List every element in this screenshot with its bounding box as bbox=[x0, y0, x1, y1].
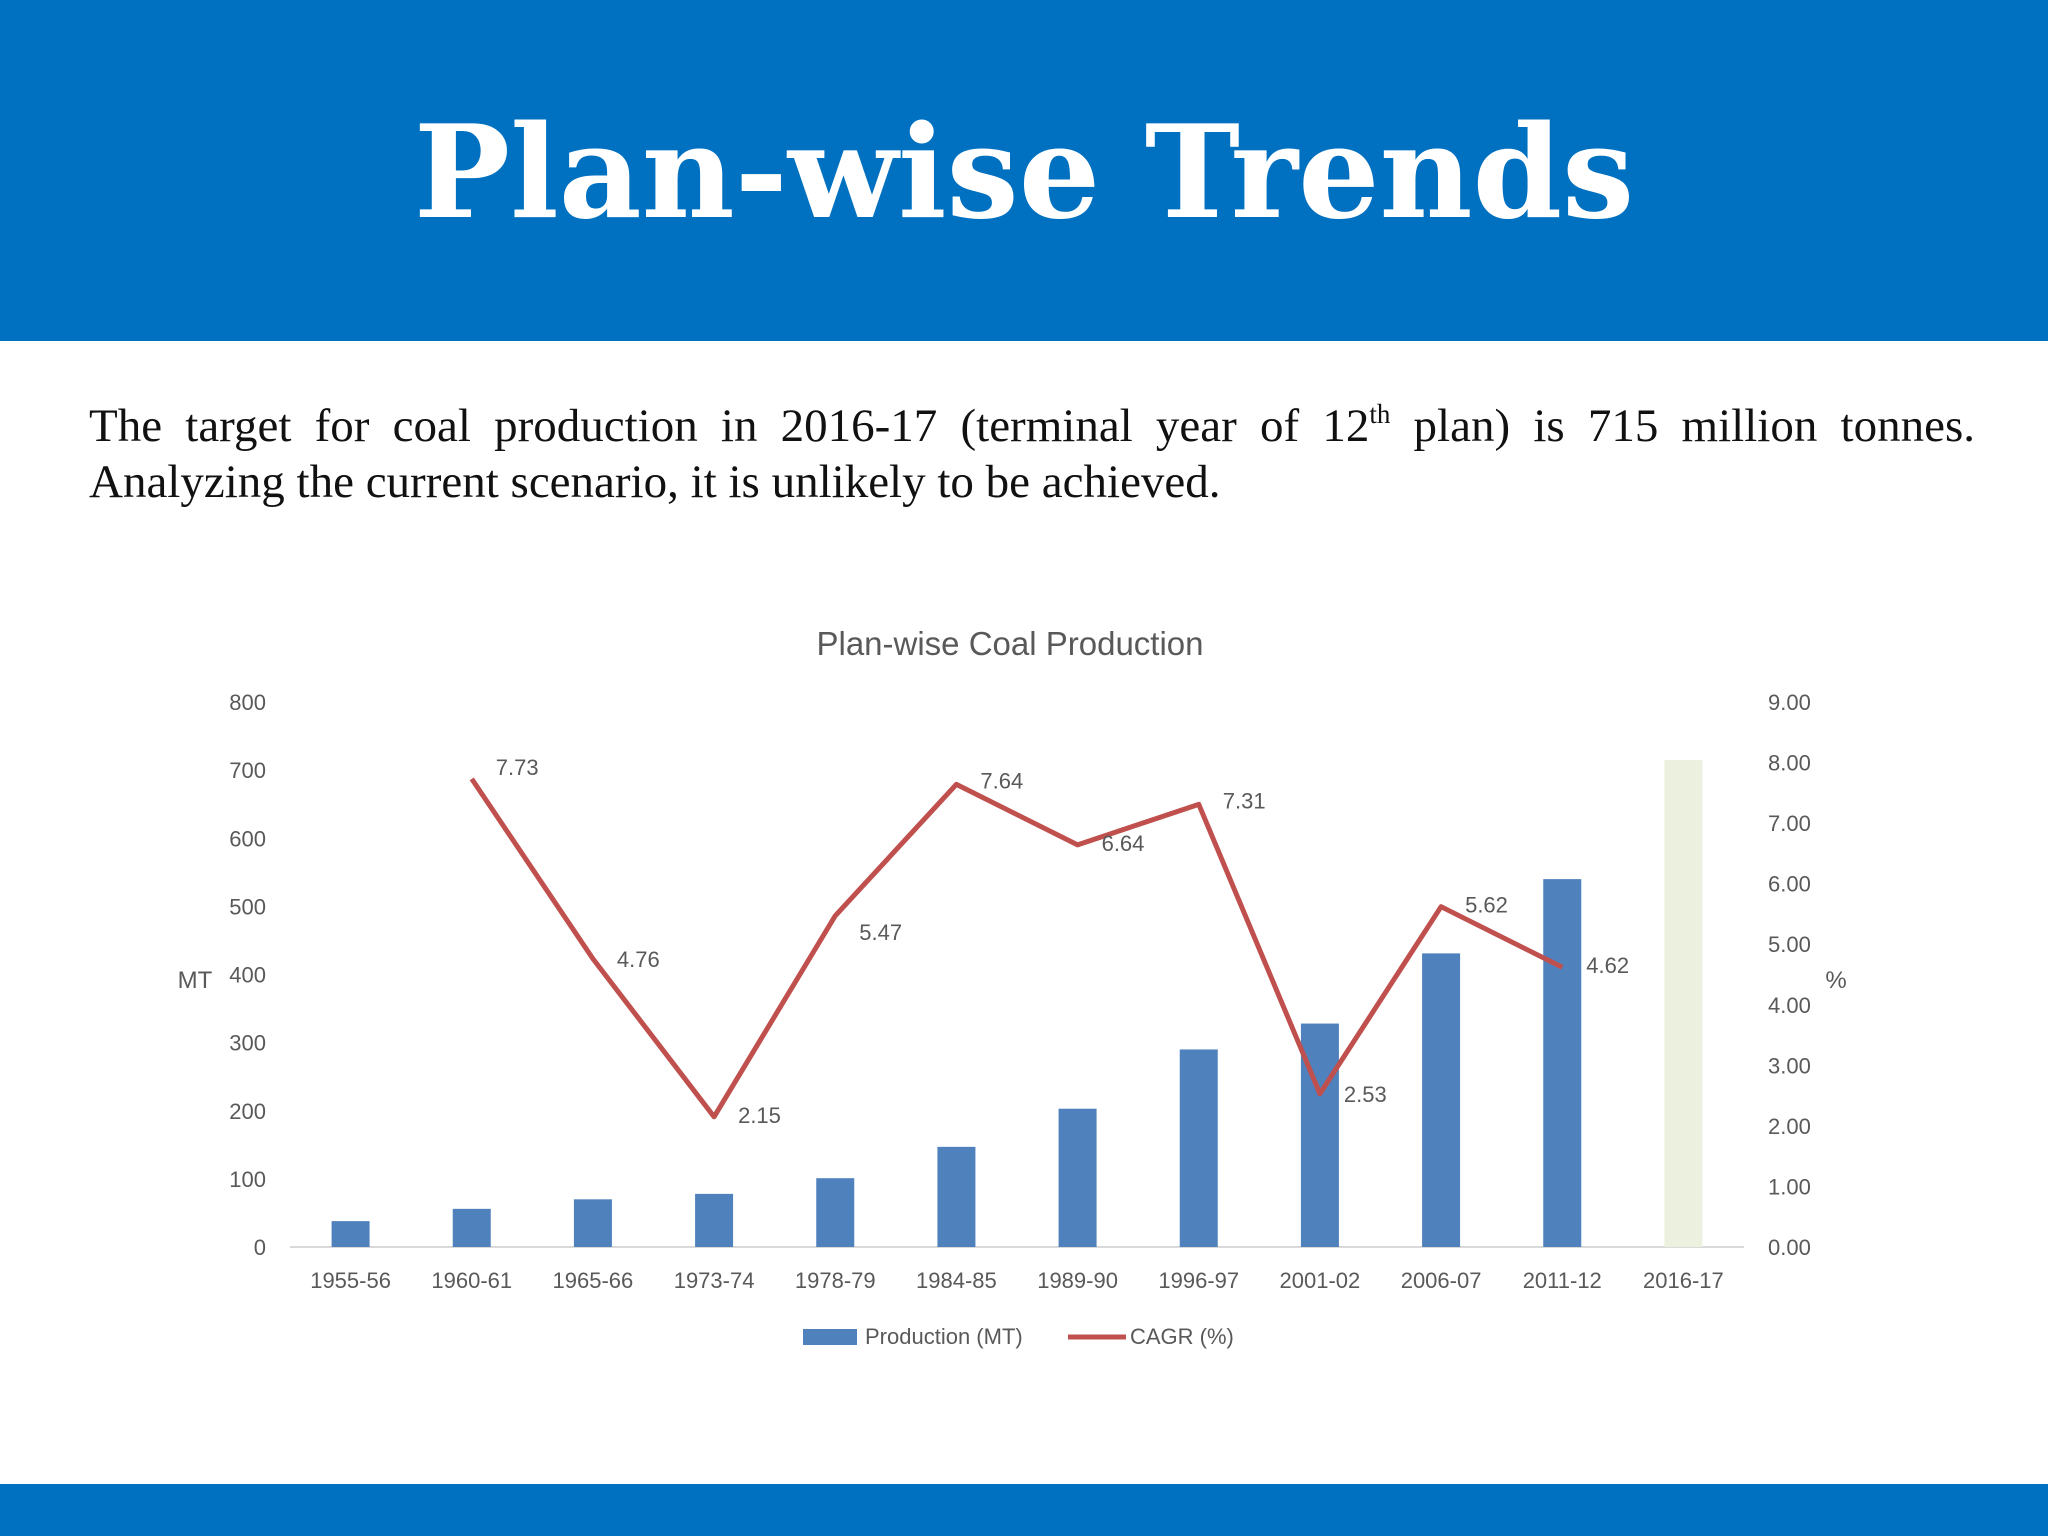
left-tick-label: 400 bbox=[229, 963, 266, 988]
cagr-data-label: 5.62 bbox=[1465, 893, 1508, 918]
production-bar bbox=[695, 1193, 734, 1247]
right-tick-label: 8.00 bbox=[1768, 751, 1811, 776]
x-axis-ticks: 1955-56 1960-61 1965-66 1973-74 1978-79 1984-… bbox=[310, 1268, 1724, 1293]
cagr-data-label: 4.76 bbox=[617, 947, 660, 972]
left-tick-label: 300 bbox=[229, 1031, 266, 1056]
x-tick-label: 1978-79 bbox=[795, 1268, 876, 1293]
y2-axis-title: % bbox=[1825, 967, 1846, 994]
right-tick-label: 5.00 bbox=[1768, 932, 1811, 957]
x-tick-label: 1973-74 bbox=[674, 1268, 755, 1293]
left-axis-ticks: 0 100 200 300 400 500 600 700 800 bbox=[229, 690, 266, 1260]
title-banner: Plan-wise Trends bbox=[0, 0, 2048, 341]
intro-superscript: th bbox=[1369, 399, 1391, 429]
x-tick-label: 2001-02 bbox=[1280, 1268, 1361, 1293]
production-bar bbox=[816, 1178, 855, 1247]
x-tick-label: 2006-07 bbox=[1401, 1268, 1482, 1293]
left-tick-label: 500 bbox=[229, 894, 266, 919]
right-tick-label: 3.00 bbox=[1768, 1053, 1811, 1078]
x-tick-label: 1984-85 bbox=[916, 1268, 997, 1293]
right-tick-label: 2.00 bbox=[1768, 1114, 1811, 1139]
left-tick-label: 200 bbox=[229, 1099, 266, 1124]
production-bars bbox=[331, 759, 1703, 1247]
production-bar bbox=[331, 1221, 370, 1247]
production-bar bbox=[937, 1146, 976, 1247]
cagr-data-label: 4.62 bbox=[1586, 953, 1629, 978]
x-tick-label: 1955-56 bbox=[310, 1268, 391, 1293]
left-tick-label: 100 bbox=[229, 1167, 266, 1192]
intro-text-end: plan) is 715 million tonnes. Analyzing t… bbox=[89, 400, 1975, 508]
x-tick-label: 2011-12 bbox=[1523, 1268, 1602, 1293]
production-bar bbox=[1058, 1108, 1097, 1247]
coal-production-chart: Plan-wise Coal Production MT % 0 100 200 30… bbox=[178, 625, 1847, 1349]
cagr-data-label: 7.31 bbox=[1223, 788, 1266, 813]
left-tick-label: 800 bbox=[229, 690, 266, 715]
page-title: Plan-wise Trends bbox=[413, 98, 1635, 248]
cagr-data-label: 6.64 bbox=[1102, 831, 1145, 856]
right-tick-label: 1.00 bbox=[1768, 1174, 1811, 1199]
right-tick-label: 9.00 bbox=[1768, 690, 1811, 715]
x-tick-label: 1996-97 bbox=[1158, 1268, 1239, 1293]
right-tick-label: 7.00 bbox=[1768, 811, 1811, 836]
cagr-line-series: 7.73 4.76 2.15 5.47 7.64 6.64 7.31 2.53 5.62 4.62 bbox=[469, 755, 1629, 1128]
left-tick-label: 600 bbox=[229, 826, 266, 851]
x-tick-label: 1960-61 bbox=[431, 1268, 512, 1293]
cagr-data-label: 7.73 bbox=[496, 755, 539, 780]
left-tick-label: 0 bbox=[254, 1235, 266, 1260]
right-axis-ticks: 0.00 1.00 2.00 3.00 4.00 5.00 6.00 7.00 8.00 9.00 bbox=[1768, 690, 1811, 1260]
legend-cagr-label: CAGR (%) bbox=[1130, 1324, 1234, 1349]
chart-legend: Production (MT) CAGR (%) bbox=[803, 1324, 1234, 1349]
legend-production-swatch bbox=[803, 1329, 857, 1345]
cagr-line bbox=[469, 777, 1564, 1120]
x-tick-label: 1965-66 bbox=[553, 1268, 634, 1293]
production-bar bbox=[1543, 879, 1582, 1247]
production-bar bbox=[1422, 953, 1461, 1247]
legend-production-label: Production (MT) bbox=[865, 1324, 1023, 1349]
target-bar bbox=[1664, 759, 1703, 1247]
right-tick-label: 0.00 bbox=[1768, 1235, 1811, 1260]
cagr-data-label: 5.47 bbox=[859, 920, 902, 945]
cagr-data-label: 2.53 bbox=[1344, 1082, 1387, 1107]
chart-title: Plan-wise Coal Production bbox=[816, 625, 1203, 662]
x-tick-label: 1989-90 bbox=[1037, 1268, 1118, 1293]
intro-text-start: The target for coal production in 2016-1… bbox=[89, 400, 1370, 452]
left-tick-label: 700 bbox=[229, 758, 266, 783]
production-bar bbox=[452, 1208, 491, 1247]
right-tick-label: 4.00 bbox=[1768, 993, 1811, 1018]
production-bar bbox=[1179, 1049, 1218, 1247]
x-tick-label: 2016-17 bbox=[1643, 1268, 1724, 1293]
y-axis-title: MT bbox=[178, 967, 213, 994]
intro-paragraph: The target for coal production in 2016-1… bbox=[89, 398, 1975, 510]
cagr-data-label: 2.15 bbox=[738, 1103, 781, 1128]
footer-bar bbox=[0, 1484, 2048, 1536]
production-bar bbox=[573, 1199, 612, 1247]
right-tick-label: 6.00 bbox=[1768, 872, 1811, 897]
cagr-data-label: 7.64 bbox=[980, 768, 1023, 793]
